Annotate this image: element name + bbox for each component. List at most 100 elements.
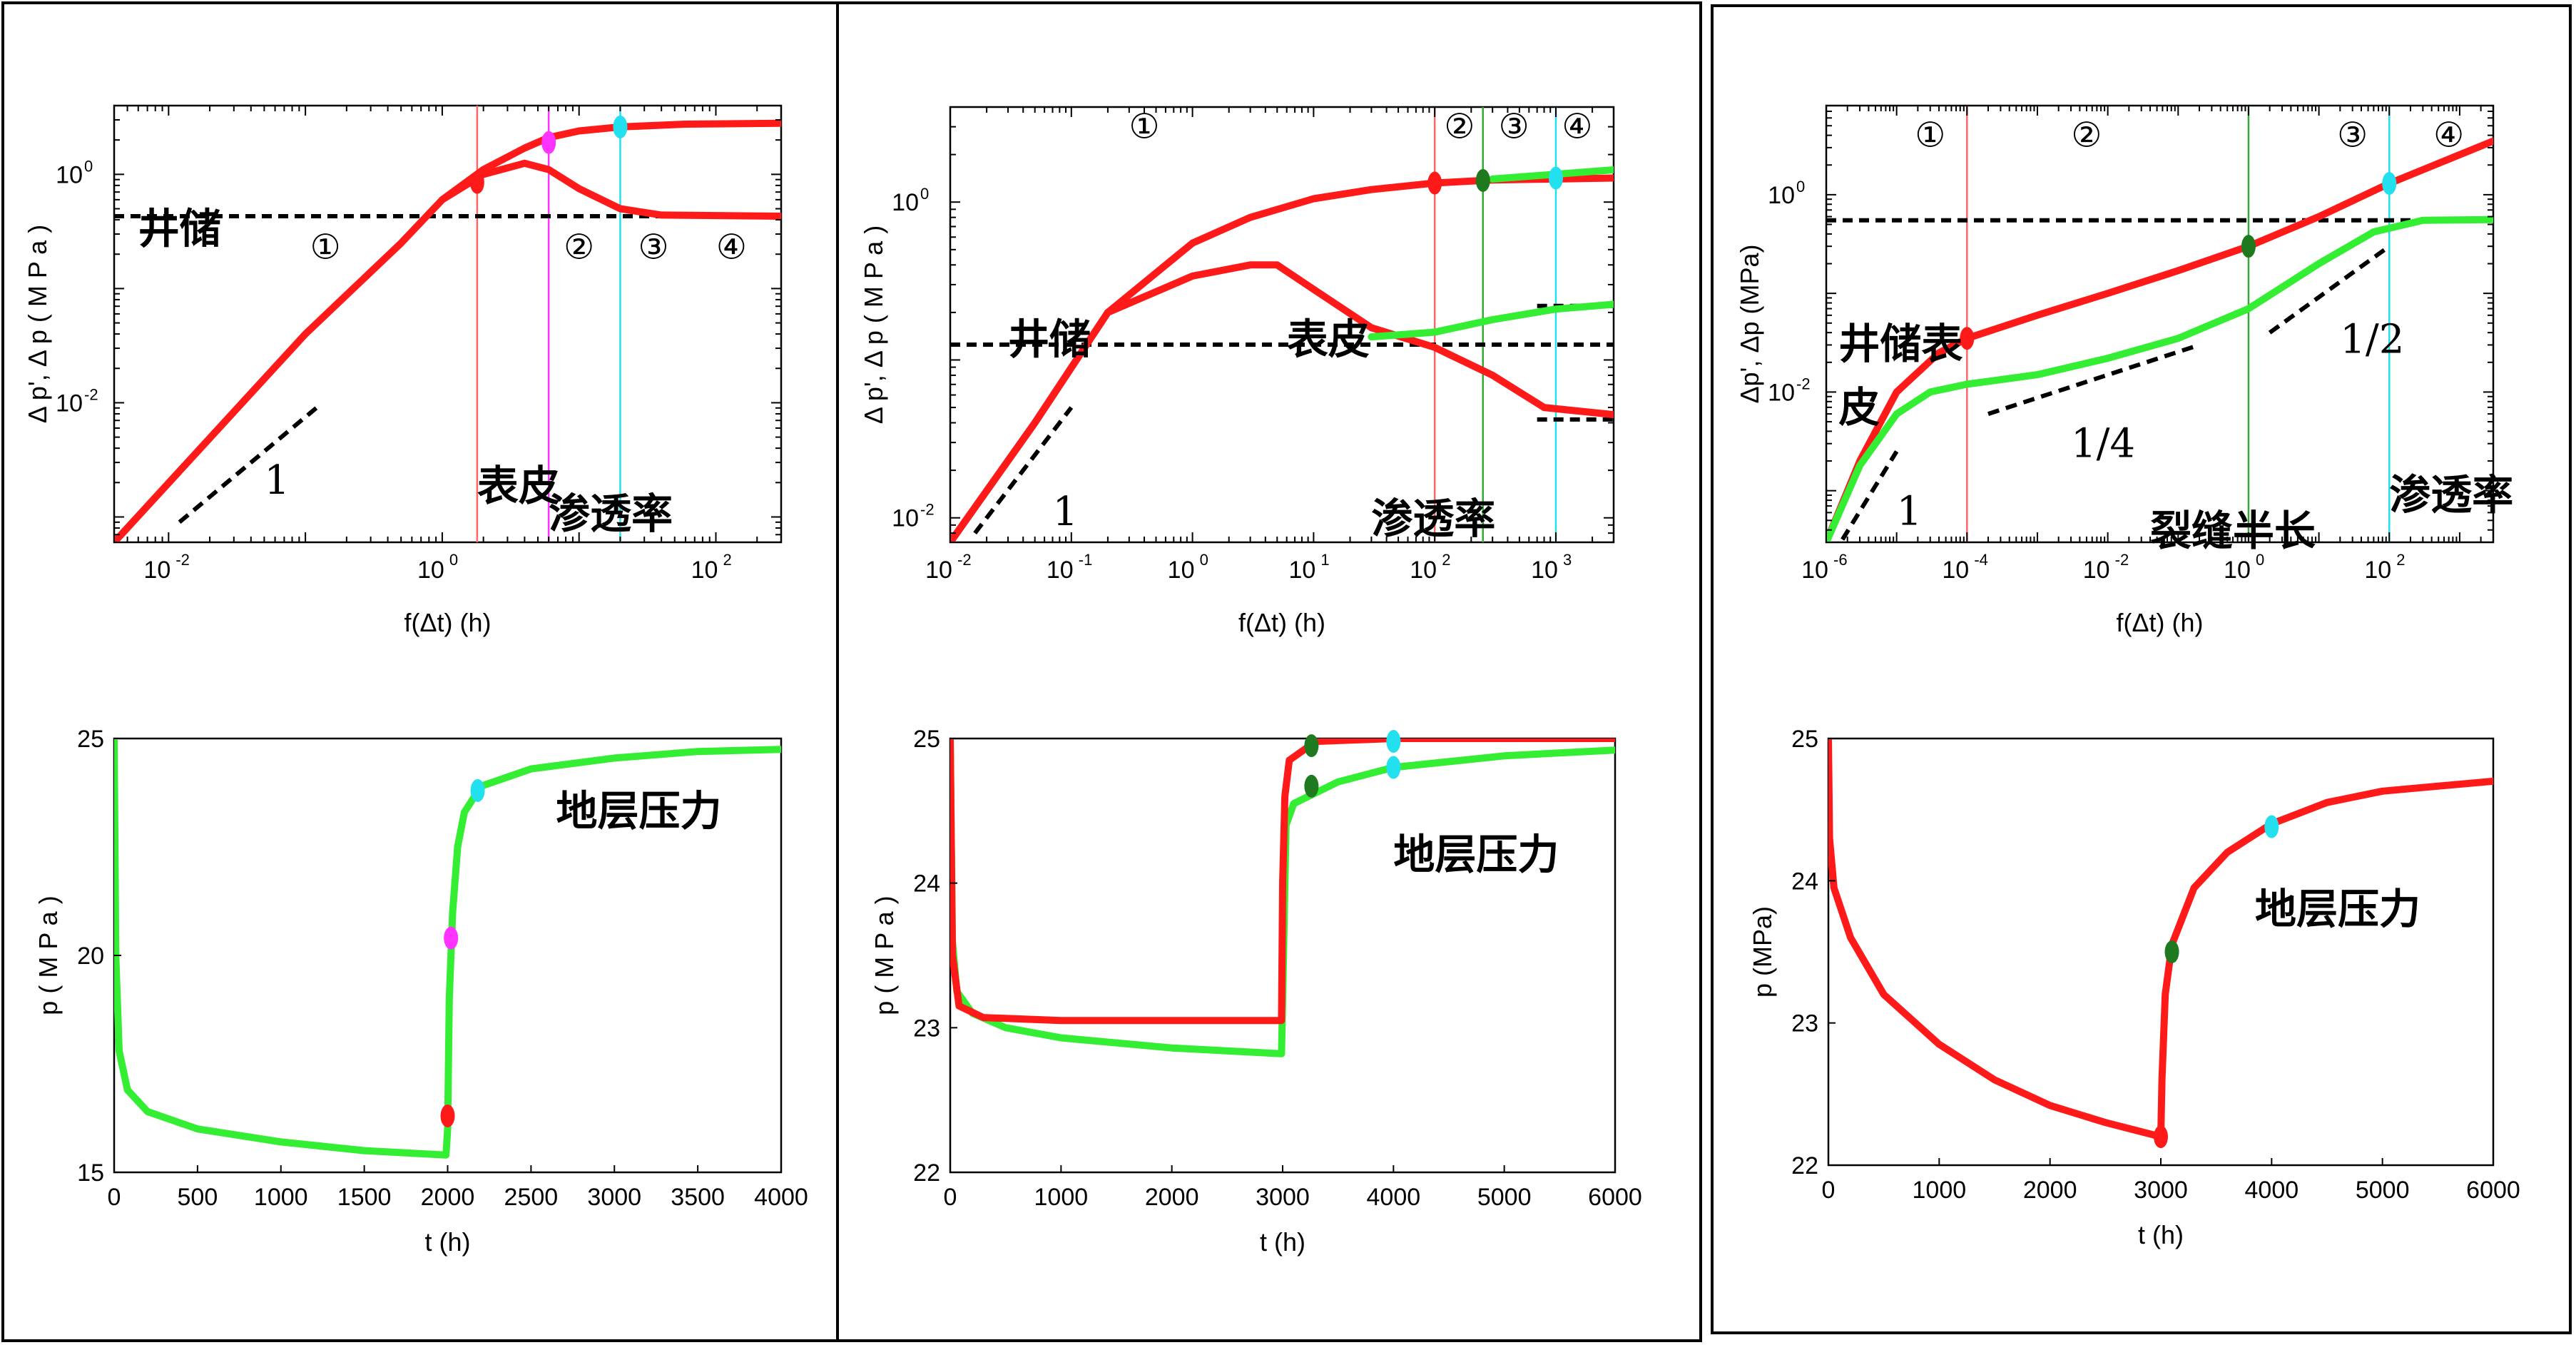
y-tick-label: 24 <box>913 871 940 898</box>
y-tick-label: 25 <box>77 726 104 753</box>
x-tick-label: 6000 <box>1588 1184 1642 1211</box>
x-tick-exponent: -2 <box>175 551 190 569</box>
x-tick-exponent: 3 <box>1563 551 1572 569</box>
y-tick-label: 22 <box>913 1159 940 1187</box>
series-line-green <box>1826 215 2493 542</box>
x-tick-label: 10 <box>925 557 952 584</box>
y-tick-exponent: -2 <box>920 501 935 519</box>
x-tick-exponent: 0 <box>2256 551 2264 569</box>
regime-number-label: ① <box>310 228 341 268</box>
x-tick-label: 10 <box>1168 557 1195 584</box>
y-tick-exponent: -2 <box>84 385 98 403</box>
annotation-label: 1/2 <box>2340 316 2404 362</box>
regime-number-label: ④ <box>2433 116 2464 156</box>
x-tick-label: 10 <box>1288 557 1315 584</box>
annotation-label: 1/4 <box>2071 420 2135 467</box>
y-tick-label: 20 <box>77 943 104 970</box>
x-tick-label: 10 <box>1801 557 1828 584</box>
x-tick-label: 5000 <box>2356 1177 2410 1204</box>
x-tick-label: 10 <box>1047 557 1074 584</box>
plot-data-layer <box>114 106 781 542</box>
y-tick-label: 15 <box>77 1159 104 1187</box>
panel-frame-right <box>1711 4 2572 1334</box>
annotation-label: 地层压力 <box>2255 885 2420 933</box>
x-tick-exponent: 0 <box>449 551 458 569</box>
regime-marker-cyan <box>470 778 485 802</box>
regime-number-label: ① <box>1129 107 1160 147</box>
x-axis-label: t (h) <box>424 1227 470 1257</box>
regime-number-label: ④ <box>716 228 747 268</box>
x-tick-label: 10 <box>691 557 718 584</box>
x-tick-label: 10 <box>2083 557 2110 584</box>
y-tick-label: 25 <box>1791 726 1818 753</box>
y-tick-label: 10 <box>892 189 919 216</box>
x-axis-label: f(Δt) (h) <box>404 608 491 637</box>
regime-marker-dark_green <box>2164 940 2179 963</box>
regime-marker-red <box>1960 327 1975 350</box>
x-axis-label: t (h) <box>2138 1220 2184 1249</box>
series-line-red <box>438 159 781 220</box>
y-tick-label: 23 <box>1791 1010 1818 1037</box>
x-tick-label: 4000 <box>1367 1184 1421 1211</box>
y-tick-label: 22 <box>1791 1152 1818 1179</box>
x-tick-exponent: -1 <box>1079 551 1093 569</box>
x-tick-label: 10 <box>417 557 444 584</box>
regime-number-label: ④ <box>1562 107 1592 147</box>
annotation-label: 1 <box>264 457 290 504</box>
regime-marker-red <box>440 1104 455 1127</box>
x-axis-label: t (h) <box>1260 1227 1305 1257</box>
regime-marker-cyan <box>613 115 628 138</box>
y-axis-label: p ( M P a ) <box>870 895 899 1015</box>
regime-marker-magenta <box>444 926 459 950</box>
y-tick-label: 10 <box>892 505 919 532</box>
y-tick-exponent: -2 <box>1796 375 1811 392</box>
regime-marker-dark_green <box>1304 734 1319 758</box>
regime-marker-dark_green <box>2241 235 2256 258</box>
regime-number-label: ① <box>1915 116 1945 156</box>
regime-number-label: ③ <box>1499 107 1529 147</box>
x-tick-label: 10 <box>1410 557 1437 584</box>
regime-number-label: ③ <box>638 228 669 268</box>
regime-number-label: ② <box>564 228 594 268</box>
y-tick-label: 10 <box>56 390 83 417</box>
x-tick-exponent: 0 <box>1200 551 1208 569</box>
x-tick-label: 500 <box>178 1184 218 1211</box>
x-tick-label: 0 <box>1822 1177 1836 1204</box>
annotation-label: 表皮 <box>1287 315 1370 363</box>
annotation-label: 表皮 <box>477 462 560 510</box>
series-line-green <box>114 739 781 1159</box>
plot-data-layer <box>114 739 781 1159</box>
annotation-label: 井储 <box>1008 315 1091 363</box>
annotation-label: 渗透率 <box>549 489 673 538</box>
x-tick-label: 3000 <box>2134 1177 2188 1204</box>
chart-p3-pressure: 0 1000 2000 3000 4000 5000 6000 22 23 24 25 t (h) p … <box>1748 726 2520 1249</box>
y-tick-label: 24 <box>1791 868 1818 895</box>
plot-area <box>1825 104 2495 544</box>
regime-number-label: ③ <box>2337 116 2368 156</box>
annotation-label: 1 <box>1052 489 1078 535</box>
series-line-green <box>950 739 1615 1057</box>
x-tick-label: 10 <box>2224 557 2251 584</box>
x-tick-label: 5000 <box>1477 1184 1532 1211</box>
x-tick-label: 1500 <box>337 1184 392 1211</box>
regime-number-label: ② <box>2071 116 2102 156</box>
x-tick-exponent: 2 <box>723 551 731 569</box>
slope-guide-line <box>973 406 1074 534</box>
x-tick-exponent: -4 <box>1974 551 1988 569</box>
x-tick-label: 4000 <box>754 1184 808 1211</box>
y-axis-label: p (MPa) <box>1748 906 1777 998</box>
x-tick-label: 10 <box>1531 557 1558 584</box>
series-line-green <box>1368 300 1614 341</box>
x-tick-label: 3500 <box>671 1184 725 1211</box>
x-tick-label: 2500 <box>504 1184 559 1211</box>
annotation-label: 裂缝半长 <box>2150 507 2316 555</box>
slope-guide-line <box>2268 244 2391 335</box>
annotation-label: 井储表 <box>1838 320 1962 368</box>
x-tick-label: 3000 <box>1256 1184 1310 1211</box>
y-tick-exponent: 0 <box>1796 178 1805 196</box>
y-tick-label: 10 <box>56 161 83 188</box>
plot-area <box>113 104 783 544</box>
series-line-red <box>950 261 1614 542</box>
